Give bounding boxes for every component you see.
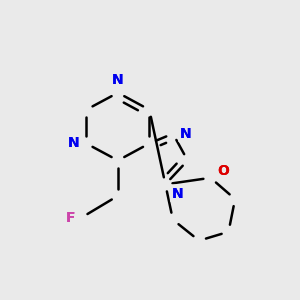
Text: F: F <box>66 211 76 225</box>
Text: N: N <box>68 136 80 151</box>
Text: N: N <box>180 127 192 141</box>
Text: N: N <box>68 136 80 151</box>
Text: F: F <box>66 211 76 225</box>
Text: O: O <box>217 164 229 178</box>
Text: N: N <box>112 73 124 87</box>
Text: N: N <box>68 136 80 151</box>
Text: N: N <box>180 127 192 141</box>
Text: F: F <box>66 211 76 225</box>
Text: N: N <box>172 187 184 200</box>
Text: N: N <box>172 187 184 200</box>
Text: O: O <box>217 164 229 178</box>
Text: N: N <box>112 73 124 87</box>
Text: N: N <box>112 73 124 87</box>
Text: N: N <box>180 127 192 141</box>
Text: N: N <box>172 187 184 200</box>
Text: O: O <box>217 164 229 178</box>
